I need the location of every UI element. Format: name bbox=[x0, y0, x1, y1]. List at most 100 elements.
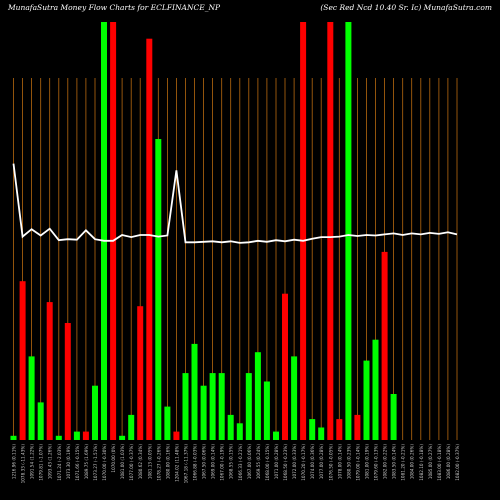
x-tick-label: 1069.55 (0.24%) bbox=[256, 444, 261, 480]
x-tick-label: 1081.13 (0.05%) bbox=[147, 444, 152, 480]
bar-series bbox=[10, 22, 397, 440]
x-tick-label: 1068.00 (-0.15%) bbox=[265, 444, 270, 481]
x-tick-label: 1086.00 (0.28%) bbox=[446, 444, 451, 480]
x-tick-label: 1078.27 (-0.26%) bbox=[156, 444, 161, 481]
x-tick-label: 1066.33 (-0.21%) bbox=[238, 444, 243, 481]
money-flow-bar bbox=[182, 373, 189, 440]
money-flow-bar bbox=[164, 406, 171, 440]
money-flow-bar bbox=[372, 339, 379, 440]
x-tick-label: 1082.00 (-0.37%) bbox=[455, 444, 460, 481]
x-tick-label: 1081.00 (1.03%) bbox=[120, 444, 125, 480]
x-tick-label: 1070.00 (0%) bbox=[111, 444, 116, 473]
x-tick-label: 1204.02 (11.48%) bbox=[174, 444, 179, 482]
x-tick-label: 1083.50 (0.14%) bbox=[392, 444, 397, 480]
x-tick-label: 1082.00 (0.22%) bbox=[383, 444, 388, 480]
x-tick-labels: 1216.96 (0.11%) 1078.33 (-11.43%) 1091.54 … bbox=[12, 444, 461, 484]
x-tick-label: 1068.50 (-0.23%) bbox=[283, 444, 288, 481]
x-tick-label: 1081.20 (-0.21%) bbox=[401, 444, 406, 481]
money-flow-bar bbox=[318, 427, 325, 440]
money-flow-bar bbox=[200, 385, 207, 440]
x-tick-label: 1091.54 (1.22%) bbox=[30, 444, 35, 480]
x-tick-label: 1067.00 (-0.19%) bbox=[220, 444, 225, 481]
money-flow-bar bbox=[227, 414, 234, 440]
money-flow-bar bbox=[300, 22, 307, 440]
x-tick-label: 1066.88 (-0.03%) bbox=[193, 444, 198, 481]
x-tick-label: 1071.24 (-2.03%) bbox=[57, 444, 62, 481]
x-tick-label: 1080.50 (0.23%) bbox=[346, 444, 351, 480]
x-tick-label: 1081.00 (0.19%) bbox=[365, 444, 370, 480]
money-flow-bar bbox=[381, 251, 388, 440]
money-flow-bar bbox=[155, 139, 162, 440]
money-flow-bar bbox=[273, 431, 279, 440]
x-tick-label: 1084.00 (0.26%) bbox=[410, 444, 415, 480]
x-tick-label: 1076.50 (-0.05%) bbox=[328, 444, 333, 481]
x-tick-label: 1071.66 (-0.15%) bbox=[75, 444, 80, 481]
chart-title: MunafaSutra Money Flow Charts for ECLFIN… bbox=[8, 3, 221, 12]
money-flow-bar bbox=[55, 435, 62, 440]
money-flow-bar bbox=[191, 343, 198, 440]
money-flow-bar bbox=[46, 302, 53, 440]
x-tick-label: 1068.55 (0.15%) bbox=[229, 444, 234, 480]
x-tick-label: 1071.00 (0.28%) bbox=[274, 444, 279, 480]
x-tick-label: 1089.75 (1.69%) bbox=[84, 444, 89, 480]
x-tick-label: 1073.27 (-1.51%) bbox=[93, 444, 98, 481]
money-flow-bar bbox=[282, 293, 288, 440]
money-flow-bar bbox=[28, 356, 35, 440]
money-flow-bar bbox=[173, 431, 180, 440]
x-tick-label: 1085.00 (0.27%) bbox=[428, 444, 433, 480]
x-tick-label: 1067.00 (0.06%) bbox=[247, 444, 252, 480]
x-tick-label: 1078.00 (0.14%) bbox=[337, 444, 342, 480]
money-flow-bar bbox=[263, 381, 270, 440]
money-flow-bar bbox=[336, 419, 343, 440]
x-tick-label: 1074.00 (0.36%) bbox=[310, 444, 315, 480]
money-flow-bar bbox=[119, 435, 126, 440]
money-flow-bar bbox=[37, 402, 44, 440]
money-flow-bar bbox=[309, 419, 316, 440]
x-tick-label: 1070.20 (-0.17%) bbox=[301, 444, 306, 481]
money-flow-bar bbox=[354, 414, 361, 440]
money-flow-bar bbox=[291, 356, 298, 440]
chart-subtitle: (Sec Red Ncd 10.40 Sr. Ic) MunafaSutra.c… bbox=[320, 3, 492, 12]
grid-lines bbox=[13, 78, 458, 440]
money-flow-bar bbox=[128, 414, 135, 440]
x-tick-label: 1070.00 (-0.30%) bbox=[102, 444, 107, 481]
x-tick-label: 1083.00 (-0.18%) bbox=[437, 444, 442, 481]
money-flow-bar bbox=[64, 323, 71, 440]
x-tick-label: 1093.43 (1.26%) bbox=[48, 444, 53, 480]
money-flow-bar bbox=[101, 22, 107, 440]
x-tick-label: 1078.33 (-11.43%) bbox=[21, 444, 26, 484]
x-tick-label: 1067.18 (-11.37%) bbox=[184, 444, 189, 484]
x-tick-label: 1216.96 (0.11%) bbox=[12, 444, 17, 480]
money-flow-bar bbox=[327, 22, 334, 440]
money-flow-bar bbox=[10, 435, 17, 440]
price-line bbox=[12, 163, 458, 244]
x-tick-label: 1072.00 (0.33%) bbox=[292, 444, 297, 480]
money-flow-bar bbox=[82, 431, 89, 440]
money-flow-bar bbox=[218, 373, 225, 440]
x-tick-label: 1073.30 (0.19%) bbox=[66, 444, 71, 480]
x-tick-label: 1079.81 (-1.07%) bbox=[39, 444, 44, 481]
money-flow-bar bbox=[137, 306, 144, 440]
money-flow-bar bbox=[19, 281, 26, 440]
x-tick-label: 1082.10 (-0.18%) bbox=[419, 444, 424, 481]
x-tick-label: 1079.00 (-0.14%) bbox=[355, 444, 360, 481]
x-tick-label: 1069.00 (0.14%) bbox=[211, 444, 216, 480]
money-flow-bar bbox=[236, 423, 243, 440]
x-tick-label: 1079.60 (-0.13%) bbox=[374, 444, 379, 481]
money-flow-bar bbox=[146, 38, 153, 440]
x-tick-label: 1080.62 (0.34%) bbox=[138, 444, 143, 480]
x-tick-label: 1080.00 (0.16%) bbox=[165, 444, 170, 480]
money-flow-bar bbox=[254, 352, 261, 440]
x-tick-label: 1077.00 (-0.37%) bbox=[129, 444, 134, 481]
price-line-layer bbox=[12, 163, 458, 244]
money-flow-bar bbox=[73, 431, 80, 440]
money-flow-bar bbox=[363, 360, 370, 440]
x-tick-label: 1077.00 (0.28%) bbox=[319, 444, 324, 480]
money-flow-bar bbox=[92, 385, 98, 440]
money-flow-bar bbox=[345, 22, 352, 440]
money-flow-bar bbox=[209, 373, 216, 440]
money-flow-bar bbox=[245, 373, 252, 440]
money-flow-bar bbox=[110, 22, 117, 440]
money-flow-bar bbox=[390, 394, 397, 440]
